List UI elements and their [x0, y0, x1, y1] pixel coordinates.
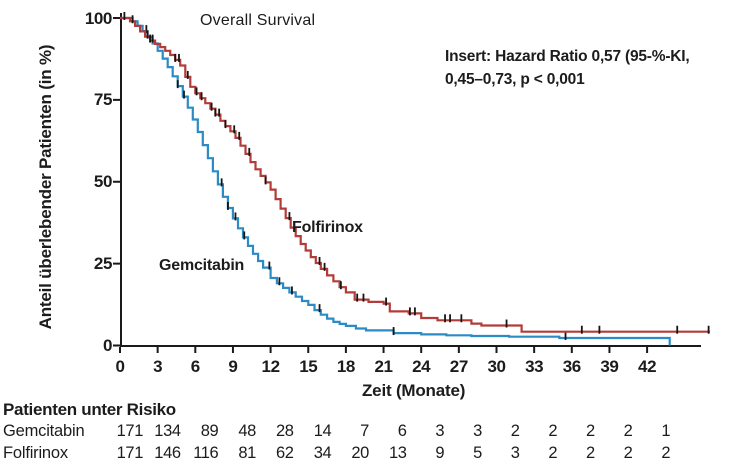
- risk-value: 171: [116, 444, 144, 462]
- risk-table-title: Patienten unter Risiko: [3, 400, 176, 419]
- y-tick-label: 75: [93, 90, 113, 110]
- annotation-line-2: 0,45–0,73, p < 0,001: [445, 71, 585, 88]
- risk-value: 3: [473, 422, 482, 440]
- risk-value: 6: [397, 422, 407, 440]
- risk-value: 20: [351, 444, 369, 462]
- curve-label-gemcitabin: Gemcitabin: [159, 257, 245, 274]
- risk-value: 3: [510, 444, 520, 462]
- x-tick-label: 36: [562, 357, 582, 376]
- risk-value: 146: [154, 444, 181, 462]
- hazard-ratio-annotation: Insert: Hazard Ratio 0,57 (95-%-KI, 0,45…: [445, 45, 690, 91]
- y-tick-label: 50: [93, 172, 113, 192]
- x-tick-label: 33: [525, 357, 544, 376]
- risk-value: 7: [360, 422, 369, 440]
- x-tick-label: 12: [261, 357, 281, 376]
- risk-row-label-folfirinox: Folfirinox: [3, 444, 68, 462]
- x-tick-label: 18: [336, 357, 356, 376]
- survival-curve-folfirinox: [120, 16, 710, 333]
- risk-value: 171: [116, 422, 144, 440]
- y-tick-label: 0: [102, 336, 112, 355]
- risk-value: 1: [661, 422, 671, 440]
- risk-value: 2: [548, 422, 558, 440]
- y-tick-label: 100: [84, 8, 113, 28]
- risk-value: 2: [586, 444, 595, 462]
- risk-value: 134: [154, 422, 181, 440]
- x-tick-label: 0: [115, 357, 125, 376]
- x-tick-label: 15: [299, 357, 318, 376]
- risk-value: 48: [238, 422, 256, 440]
- x-tick-label: 27: [449, 357, 469, 376]
- survival-curve-gemcitabin: [120, 16, 671, 346]
- x-tick-label: 24: [412, 357, 431, 376]
- risk-value: 2: [661, 444, 671, 462]
- risk-row-label-gemcitabin: Gemcitabin: [3, 422, 85, 440]
- risk-value: 2: [623, 422, 633, 440]
- chart-title: Overall Survival: [200, 12, 316, 29]
- risk-value: 2: [548, 444, 558, 462]
- risk-value: 2: [586, 422, 595, 440]
- risk-value: 3: [435, 422, 445, 440]
- risk-value: 13: [388, 444, 407, 462]
- x-tick-label: 21: [374, 357, 393, 376]
- risk-value: 5: [473, 444, 482, 462]
- x-tick-label: 30: [487, 357, 506, 376]
- risk-value: 34: [313, 444, 332, 462]
- annotation-line-1: Insert: Hazard Ratio 0,57 (95-%-KI,: [445, 48, 690, 65]
- y-tick-label: 25: [93, 254, 113, 274]
- curve-label-folfirinox: Folfirinox: [292, 219, 363, 236]
- risk-value: 81: [238, 444, 256, 462]
- y-axis-title: Anteil überlebender Patienten (in %): [36, 44, 55, 330]
- x-tick-label: 39: [600, 357, 619, 376]
- risk-value: 2: [623, 444, 633, 462]
- risk-value: 2: [510, 422, 520, 440]
- x-axis-title: Zeit (Monate): [362, 381, 466, 400]
- x-tick-label: 9: [228, 357, 238, 376]
- risk-value: 28: [276, 422, 294, 440]
- risk-value: 62: [276, 444, 294, 462]
- x-tick-label: 3: [153, 357, 163, 376]
- risk-value: 89: [200, 422, 219, 440]
- x-tick-label: 42: [638, 357, 657, 376]
- x-tick-label: 6: [190, 357, 200, 376]
- risk-value: 9: [435, 444, 445, 462]
- risk-value: 14: [313, 422, 332, 440]
- risk-value: 116: [193, 444, 219, 462]
